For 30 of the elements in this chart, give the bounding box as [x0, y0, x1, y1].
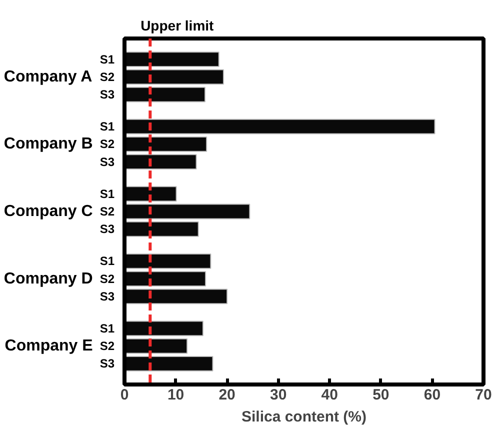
- x-tick-label: 10: [167, 386, 184, 404]
- y-tick-label: S2: [100, 137, 115, 152]
- y-tick-label: S3: [100, 289, 115, 304]
- x-tick-label: 30: [270, 386, 287, 404]
- x-tick-label: 20: [218, 386, 236, 404]
- y-tick-label: S1: [100, 254, 115, 268]
- x-tick-label: 40: [321, 386, 338, 404]
- x-tick-label: 50: [372, 386, 390, 404]
- y-tick-label: S3: [100, 88, 115, 102]
- y-tick-label: S3: [100, 356, 115, 371]
- y-tick-label: S1: [100, 52, 115, 66]
- y-tick-label: S2: [100, 204, 115, 218]
- text: Company C: [4, 203, 94, 220]
- x-tick-label: 60: [424, 386, 441, 404]
- text: Company A: [4, 68, 93, 86]
- y-tick-label: S3: [100, 222, 115, 236]
- y-tick-label: S1: [100, 120, 115, 134]
- y-tick-label: S2: [100, 339, 115, 354]
- y-tick-label: S2: [100, 272, 115, 286]
- text: Company B: [4, 136, 93, 153]
- text: Company D: [4, 270, 93, 288]
- x-tick-label: 70: [475, 386, 492, 404]
- ref-line-label: Upper limit: [140, 18, 214, 34]
- y-tick-label: S3: [100, 154, 115, 169]
- y-tick-label: S2: [100, 70, 115, 84]
- text: Company E: [4, 338, 94, 355]
- y-tick-label: S1: [100, 321, 115, 336]
- x-axis-title: Silica content (%): [241, 408, 367, 426]
- y-tick-label: S1: [100, 186, 115, 201]
- x-tick-label: 0: [120, 386, 129, 404]
